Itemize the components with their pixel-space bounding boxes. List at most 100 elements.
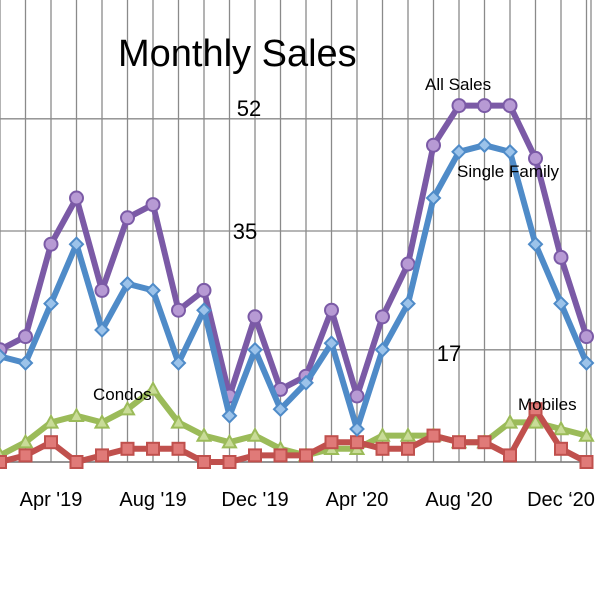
x-tick-label: Apr '19 (20, 489, 83, 511)
data-point (246, 427, 264, 442)
data-point (42, 413, 60, 429)
data-point (451, 143, 467, 160)
data-point (375, 441, 390, 456)
data-point (221, 433, 238, 449)
data-point (527, 413, 544, 429)
data-point (528, 402, 543, 417)
series-label-single-family: Single Family (457, 162, 560, 181)
data-point (120, 210, 135, 226)
data-point (170, 413, 187, 429)
grid-lines (0, 0, 592, 463)
series-mobiles (0, 402, 594, 469)
data-point (43, 236, 59, 252)
data-point (0, 348, 8, 365)
data-point (452, 435, 466, 450)
data-point (17, 355, 34, 371)
data-point (144, 380, 162, 396)
data-point (195, 427, 213, 442)
data-point (399, 427, 417, 442)
data-point (44, 435, 58, 450)
data-point (171, 302, 186, 318)
data-point (578, 355, 595, 371)
data-point (476, 137, 493, 154)
x-tick-label: Dec ‘20 (527, 489, 595, 511)
data-point (68, 236, 85, 253)
data-point (94, 322, 110, 338)
series-label-condos: Condos (93, 385, 152, 404)
data-point (502, 98, 518, 114)
y-tick-label: 35 (233, 219, 257, 244)
data-point (145, 282, 161, 299)
data-point (197, 455, 211, 469)
data-point (350, 435, 364, 450)
data-point (401, 441, 415, 456)
data-point (170, 355, 187, 371)
x-tick-label: Aug '20 (425, 489, 492, 511)
data-point (95, 448, 109, 463)
data-point (426, 428, 441, 443)
data-point (68, 407, 85, 422)
y-axis-tick-labels: 52 35 17 (233, 96, 461, 366)
series-label-mobiles: Mobiles (518, 395, 577, 414)
data-point (196, 302, 212, 319)
data-point (146, 441, 160, 456)
series-label-all-sales: All Sales (425, 75, 491, 94)
data-point (145, 197, 161, 213)
data-point (248, 448, 262, 463)
data-point (426, 137, 441, 153)
y-tick-label: 52 (237, 96, 261, 121)
data-point (324, 302, 339, 318)
data-point (43, 295, 59, 312)
data-point (18, 329, 33, 345)
series-labels: All Sales Single Family Condos Mobiles (93, 75, 577, 414)
data-point (477, 98, 492, 114)
data-point (553, 249, 569, 265)
data-point (298, 374, 314, 391)
data-point (554, 441, 568, 456)
data-point (527, 236, 544, 253)
data-point (273, 448, 288, 463)
data-point (579, 329, 594, 345)
data-point (349, 388, 365, 404)
series-all-sales (0, 98, 594, 404)
data-point (272, 401, 289, 418)
data-point (323, 335, 340, 352)
data-point (299, 448, 313, 463)
data-point (528, 150, 543, 166)
series-layer (0, 98, 595, 469)
x-tick-label: Apr '20 (326, 489, 389, 511)
data-point (400, 295, 416, 312)
data-point (400, 256, 416, 272)
data-point (553, 295, 569, 312)
data-point (93, 413, 111, 429)
chart-title: Monthly Sales (118, 33, 357, 75)
data-point (69, 190, 84, 206)
data-point (552, 420, 570, 436)
x-axis-tick-labels: Apr '19 Aug '19 Dec '19 Apr '20 Aug '20 Dec ‘… (20, 489, 595, 511)
data-point (324, 435, 339, 450)
data-point (578, 427, 595, 442)
data-point (579, 455, 594, 469)
x-tick-label: Aug '19 (119, 489, 186, 511)
data-point (501, 413, 519, 429)
data-point (349, 421, 365, 437)
data-point (120, 441, 135, 456)
y-tick-label: 17 (437, 341, 461, 366)
data-point (18, 448, 33, 463)
data-point (451, 98, 467, 114)
data-point (247, 341, 263, 358)
data-point (171, 441, 186, 456)
data-point (69, 455, 84, 469)
series-single-family (0, 137, 595, 437)
data-point (425, 190, 442, 206)
data-point (477, 435, 492, 450)
series-line (0, 142, 590, 432)
data-point (0, 455, 7, 469)
data-point (374, 427, 391, 442)
data-point (221, 407, 238, 424)
data-point (196, 282, 212, 298)
data-point (94, 282, 110, 298)
data-point (119, 275, 136, 292)
data-point (119, 400, 136, 416)
